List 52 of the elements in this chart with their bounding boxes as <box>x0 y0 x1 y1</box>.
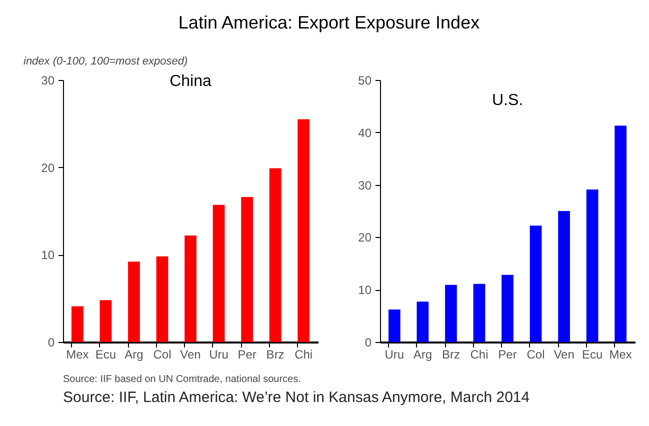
x-tick-label: Ecu <box>95 348 116 362</box>
x-tick-label: Mex <box>66 348 89 362</box>
bar <box>530 226 542 342</box>
x-tick-label: Arg <box>413 348 432 362</box>
x-tick-label: Ecu <box>582 348 603 362</box>
bar <box>614 126 627 342</box>
x-tick-label: Uru <box>209 348 228 362</box>
bar <box>586 190 598 342</box>
text: U.S. <box>492 92 524 109</box>
bar <box>241 197 253 342</box>
x-tick-label: Chi <box>470 348 488 362</box>
y-tick-label: 0 <box>48 336 55 350</box>
y-axis-title: index (0-100, 100=most exposed) <box>24 56 188 68</box>
y-tick-label: 20 <box>41 160 55 175</box>
x-tick-label: Per <box>238 348 256 362</box>
x-tick-label: Brz <box>442 348 460 362</box>
x-tick-label: Brz <box>266 348 284 362</box>
x-tick-label: Col <box>153 348 172 362</box>
x-tick-label: Ven <box>180 348 201 362</box>
x-tick-label: Mex <box>609 348 632 362</box>
bar <box>212 204 225 342</box>
x-tick-label: Arg <box>124 348 144 362</box>
x-tick-label: Chi <box>294 348 313 362</box>
bar <box>298 119 310 342</box>
bar <box>473 284 486 342</box>
bar <box>269 168 282 342</box>
y-tick-label: 10 <box>41 248 55 262</box>
bar <box>445 284 457 342</box>
y-tick-label: 50 <box>358 74 372 88</box>
y-tick-label: 40 <box>358 126 372 140</box>
x-tick-label: Per <box>498 348 517 362</box>
y-tick-label: 0 <box>364 336 372 350</box>
bar <box>100 300 112 342</box>
bar <box>416 302 429 342</box>
y-tick-label: 30 <box>41 74 55 88</box>
x-tick-label: Ven <box>554 348 574 362</box>
x-tick-label: Col <box>526 348 545 362</box>
text: Latin America: Export Exposure Index <box>178 12 480 32</box>
y-tick-label: 30 <box>358 178 372 192</box>
bar <box>156 256 168 342</box>
chart-title: China <box>170 73 212 90</box>
source-note: Source: IIF, Latin America: We’re Not in Kansas Anymore, March 2014 <box>63 389 530 406</box>
bar <box>128 262 140 342</box>
bar <box>71 306 84 342</box>
bar <box>502 274 514 342</box>
bar <box>184 235 196 342</box>
y-tick-label: 20 <box>358 230 372 245</box>
bar <box>388 310 400 342</box>
bar <box>558 211 570 342</box>
x-tick-label: Uru <box>384 348 404 362</box>
y-tick-label: 10 <box>358 283 372 298</box>
source-note: Source: IIF based on UN Comtrade, national sources. <box>63 374 301 385</box>
